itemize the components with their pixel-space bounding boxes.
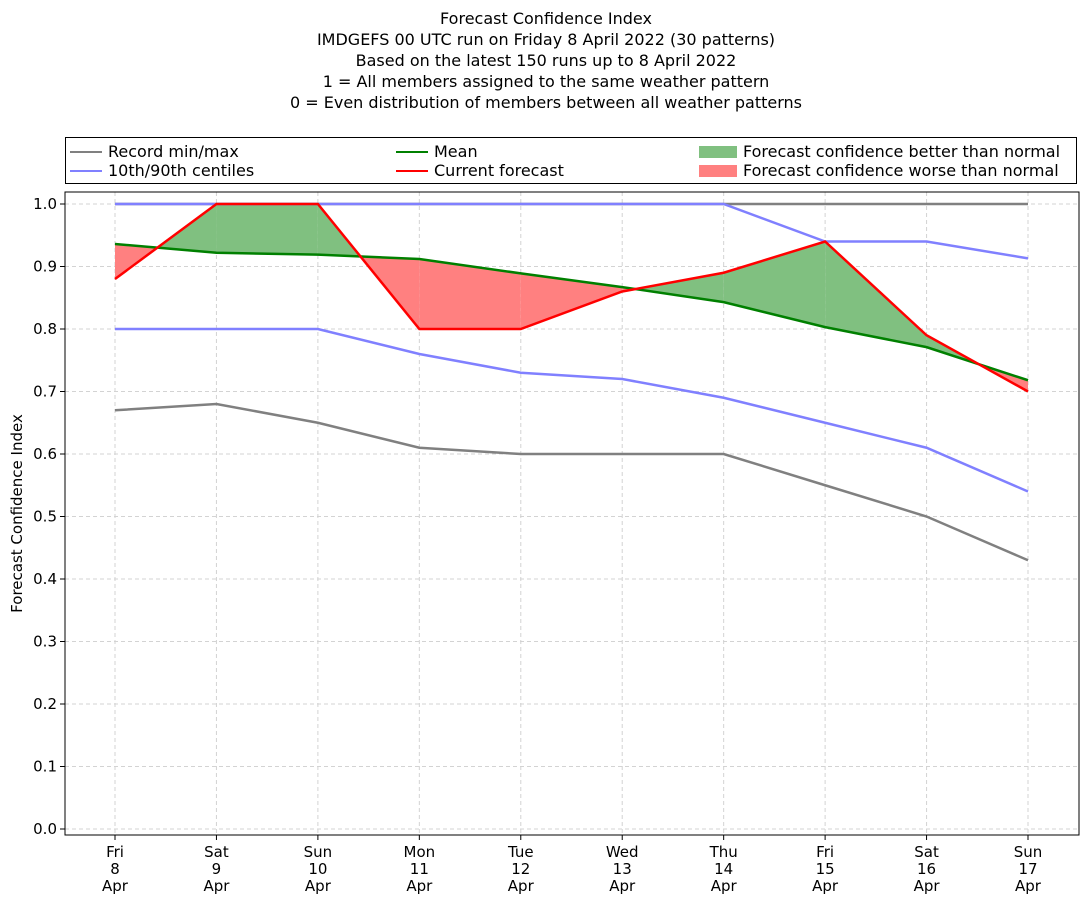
fill-better — [635, 272, 724, 303]
x-tick-label: 9 — [212, 860, 222, 878]
subtitle-line: 0 = Even distribution of members between… — [289, 93, 803, 112]
legend-label: Forecast confidence worse than normal — [743, 161, 1059, 180]
x-tick-label: Sat — [204, 843, 229, 861]
legend: Record min/max 10th/90th centiles Mean C… — [65, 137, 1077, 184]
y-tick-label: 1.0 — [33, 195, 57, 213]
x-tick-label: Sun — [1014, 843, 1043, 861]
x-tick-label: 14 — [714, 860, 733, 878]
x-tick-label: Apr — [1015, 877, 1042, 895]
x-tick-label: Apr — [305, 877, 332, 895]
y-tick-label: 0.6 — [33, 445, 57, 463]
y-axis-label: Forecast Confidence Index — [8, 414, 26, 613]
x-tick-label: Sat — [914, 843, 939, 861]
axes-frame — [64, 191, 1080, 836]
legend-label: Forecast confidence better than normal — [743, 142, 1061, 161]
x-tick-label: 8 — [110, 860, 120, 878]
legend-fill-swatch — [699, 145, 737, 158]
x-tick-label: 16 — [917, 860, 936, 878]
x-tick-label: 11 — [410, 860, 429, 878]
y-tick-label: 0.9 — [33, 258, 57, 276]
legend-line-swatch — [396, 150, 428, 153]
x-tick-label: 12 — [511, 860, 530, 878]
fill-better — [216, 204, 318, 255]
legend-fill-swatch — [699, 164, 737, 177]
legend-label: Record min/max — [108, 142, 239, 161]
legend-line-swatch — [70, 150, 102, 153]
x-tick-label: 17 — [1018, 860, 1037, 878]
y-tick-label: 0.7 — [33, 383, 57, 401]
y-tick-label: 0.4 — [33, 570, 57, 588]
chart-title: Forecast Confidence Index IMDGEFS 00 UTC… — [0, 8, 1092, 113]
legend-item-record: Record min/max — [70, 142, 239, 161]
legend-label: 10th/90th centiles — [108, 161, 255, 180]
y-tick-label: 0.0 — [33, 820, 57, 838]
subtitle-line: 1 = All members assigned to the same wea… — [322, 72, 770, 91]
x-tick-label: Fri — [106, 843, 124, 861]
subtitle-line: IMDGEFS 00 UTC run on Friday 8 April 202… — [316, 30, 776, 49]
y-tick-label: 0.1 — [33, 758, 57, 776]
legend-item-current: Current forecast — [396, 161, 564, 180]
y-tick-label: 0.2 — [33, 695, 57, 713]
x-tick-label: 13 — [613, 860, 632, 878]
legend-line-swatch — [70, 169, 102, 172]
centile-10-line — [115, 327, 1029, 493]
y-tick-label: 0.5 — [33, 508, 57, 526]
x-tick-label: 15 — [816, 860, 835, 878]
legend-label: Current forecast — [434, 161, 564, 180]
legend-item-worse: Forecast confidence worse than normal — [699, 161, 1059, 180]
legend-item-centiles: 10th/90th centiles — [70, 161, 254, 180]
subtitle-line: Based on the latest 150 runs up to 8 Apr… — [355, 51, 737, 70]
x-tick-label: Tue — [507, 843, 534, 861]
x-tick-label: Apr — [102, 877, 129, 895]
x-tick-label: Apr — [812, 877, 839, 895]
record-min-line — [114, 402, 1029, 562]
y-tick-label: 0.3 — [33, 633, 57, 651]
y-tick-label: 0.8 — [33, 320, 57, 338]
x-tick-label: Sun — [304, 843, 333, 861]
x-tick-label: 10 — [308, 860, 327, 878]
x-tick-label: Apr — [508, 877, 535, 895]
mean-line — [114, 242, 1029, 382]
legend-line-swatch — [396, 169, 428, 172]
fill-better — [723, 241, 826, 328]
legend-item-better: Forecast confidence better than normal — [699, 142, 1060, 161]
x-tick-label: Apr — [914, 877, 941, 895]
x-tick-label: Apr — [711, 877, 738, 895]
x-tick-label: Wed — [606, 843, 639, 861]
x-tick-label: Apr — [203, 877, 230, 895]
x-tick-label: Fri — [816, 843, 834, 861]
current-forecast-line — [114, 202, 1029, 393]
x-tick-label: Mon — [404, 843, 436, 861]
x-tick-label: Thu — [709, 843, 738, 861]
title-line: Forecast Confidence Index — [440, 9, 652, 28]
legend-label: Mean — [434, 142, 478, 161]
x-tick-label: Apr — [609, 877, 636, 895]
x-tick-label: Apr — [406, 877, 433, 895]
fill-better — [825, 241, 927, 348]
fill-worse — [520, 273, 623, 329]
fill-worse — [419, 259, 521, 329]
legend-item-mean: Mean — [396, 142, 478, 161]
